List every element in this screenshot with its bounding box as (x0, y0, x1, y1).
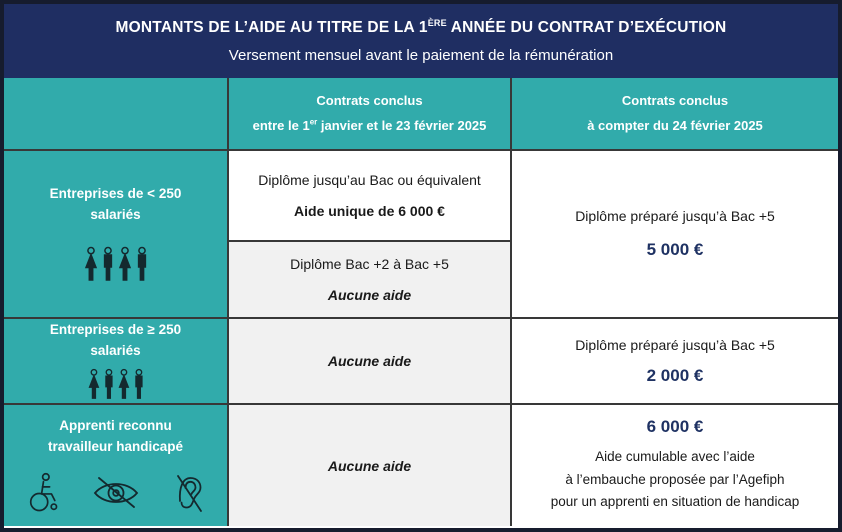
aid-amount-text: Aide unique de 6 000 € (294, 203, 445, 219)
people-group-icon (86, 368, 146, 402)
diploma-text: Diplôme préparé jusqu’à Bac +5 (575, 336, 775, 353)
no-aid-text: Aucune aide (327, 287, 412, 303)
cell-disabled-apprentice-from-feb24: 6 000 € Aide cumulable avec l’aide à l’e… (512, 405, 838, 526)
cell-large-companies-from-feb24: Diplôme préparé jusqu’à Bac +5 2 000 € (512, 319, 838, 403)
diploma-text: Diplôme jusqu’au Bac ou équivalent (258, 172, 481, 188)
diploma-text: Diplôme préparé jusqu’à Bac +5 (575, 208, 775, 224)
disability-icons (26, 471, 206, 515)
aid-amount: 2 000 € (646, 365, 704, 385)
column-header-line: entre le 1er janvier et le 23 février 20… (252, 117, 487, 133)
page-subtitle: Versement mensuel avant le paiement de l… (228, 46, 614, 64)
row-label-text: Entreprises de ≥ 250 salariés (49, 321, 182, 358)
column-header-before-feb24: Contrats conclus entre le 1er janvier et… (229, 78, 510, 149)
table-grid: Contrats conclus entre le 1er janvier et… (4, 78, 838, 528)
ear-slash-icon (172, 472, 206, 514)
column-header-line: à compter du 24 février 2025 (587, 117, 763, 133)
aid-note: Aide cumulable avec l’aide à l’embauche … (551, 446, 799, 514)
people-group-icon (82, 246, 150, 284)
cell-small-companies-bac2-bac5: Diplôme Bac +2 à Bac +5 Aucune aide (229, 242, 510, 317)
row-label-small-companies: Entreprises de < 250 salariés (4, 151, 227, 317)
row-label-large-companies: Entreprises de ≥ 250 salariés (4, 319, 227, 403)
no-aid-text: Aucune aide (327, 457, 412, 474)
aid-amount: 5 000 € (646, 240, 704, 259)
row-label-disabled-apprentice: Apprenti reconnu travailleur handicapé (4, 405, 227, 526)
title-superscript: ÈRE (427, 18, 447, 29)
page-title: MONTANTS DE L’AIDE AU TITRE DE LA 1ÈRE A… (116, 18, 727, 37)
cell-disabled-apprentice-before-feb24: Aucune aide (229, 405, 510, 526)
diploma-text: Diplôme Bac +2 à Bac +5 (290, 256, 449, 272)
title-banner: MONTANTS DE L’AIDE AU TITRE DE LA 1ÈRE A… (4, 4, 838, 78)
wheelchair-icon (26, 471, 60, 515)
header-corner-cell (4, 78, 227, 149)
aid-amount: 6 000 € (646, 416, 704, 436)
row-label-text: Apprenti reconnu travailleur handicapé (47, 418, 184, 454)
eye-slash-icon (92, 475, 140, 511)
column-header-from-feb24: Contrats conclus à compter du 24 février… (512, 78, 838, 149)
title-prefix: MONTANTS DE L’AIDE AU TITRE DE LA 1 (115, 19, 428, 37)
cell-small-companies-up-to-bac: Diplôme jusqu’au Bac ou équivalent Aide … (229, 151, 510, 240)
date-superscript: er (309, 117, 318, 127)
column-header-line: Contrats conclus (621, 92, 729, 108)
aid-note-line: Aide cumulable avec l’aide (595, 448, 755, 464)
column-header-line: Contrats conclus (316, 92, 423, 108)
title-suffix: ANNÉE DU CONTRAT D’EXÉCUTION (446, 19, 727, 37)
no-aid-text: Aucune aide (327, 353, 412, 369)
aid-note-line: à l’embauche proposée par l’Agefiph (565, 471, 785, 487)
cell-large-companies-before-feb24: Aucune aide (229, 319, 510, 403)
aid-note-line: pour un apprenti en situation de handica… (550, 494, 800, 510)
cell-small-companies-from-feb24: Diplôme préparé jusqu’à Bac +5 5 000 € (512, 151, 838, 317)
row-label-text: Entreprises de < 250 salariés (49, 186, 182, 222)
